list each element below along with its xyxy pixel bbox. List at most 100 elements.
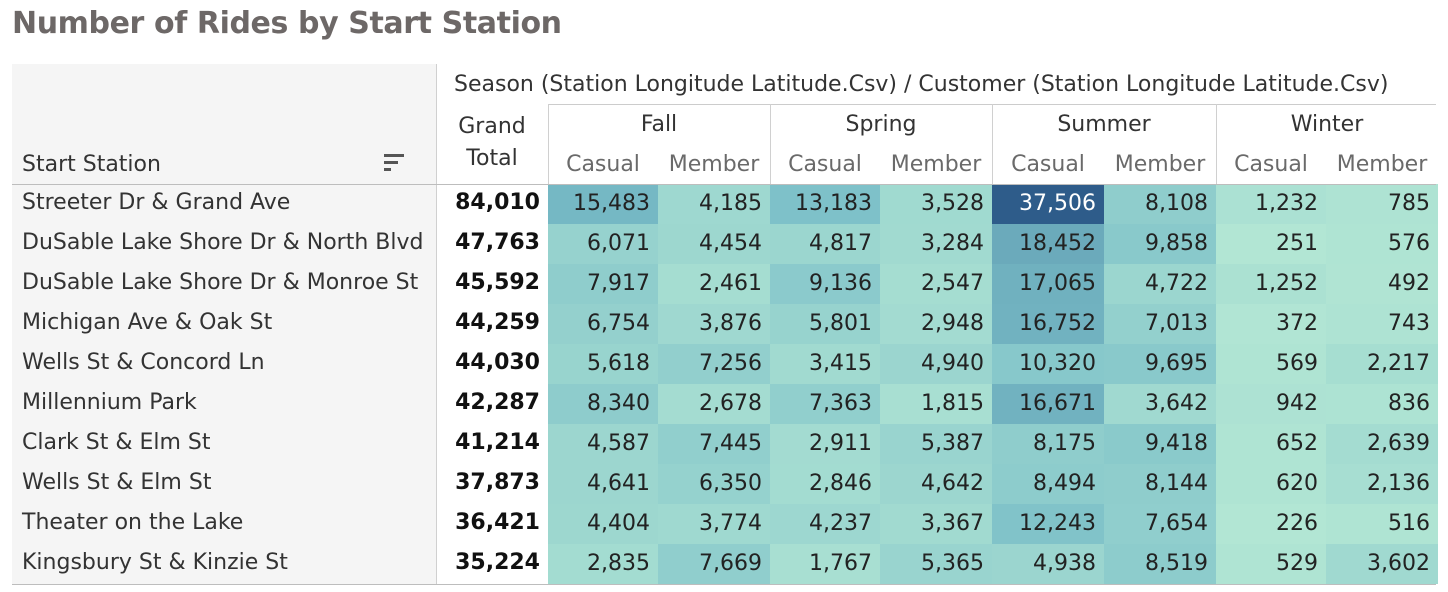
heatmap-cell[interactable]: 9,695 xyxy=(1104,344,1216,384)
heatmap-cell[interactable]: 8,144 xyxy=(1104,464,1216,504)
heatmap-cell[interactable]: 4,587 xyxy=(548,424,658,464)
heatmap-cell[interactable]: 16,671 xyxy=(992,384,1104,424)
heatmap-cell[interactable]: 516 xyxy=(1326,504,1438,544)
heatmap-cell[interactable]: 9,136 xyxy=(770,264,880,304)
heatmap-cell[interactable]: 226 xyxy=(1216,504,1326,544)
heatmap-cell[interactable]: 251 xyxy=(1216,224,1326,264)
heatmap-cell[interactable]: 8,340 xyxy=(548,384,658,424)
heatmap-cell[interactable]: 13,183 xyxy=(770,184,880,224)
grand-total-value: 44,259 xyxy=(455,310,540,335)
heatmap-cell[interactable]: 7,013 xyxy=(1104,304,1216,344)
heatmap-cell[interactable]: 569 xyxy=(1216,344,1326,384)
heatmap-cell[interactable]: 2,461 xyxy=(658,264,770,304)
heatmap-cell[interactable]: 37,506 xyxy=(992,184,1104,224)
heatmap-cell[interactable]: 5,801 xyxy=(770,304,880,344)
heatmap-cell[interactable]: 5,387 xyxy=(880,424,992,464)
heatmap-cell[interactable]: 9,858 xyxy=(1104,224,1216,264)
heatmap-cell[interactable]: 4,404 xyxy=(548,504,658,544)
heatmap-cell[interactable]: 10,320 xyxy=(992,344,1104,384)
heatmap-cell[interactable]: 8,519 xyxy=(1104,544,1216,584)
heatmap-cell[interactable]: 3,284 xyxy=(880,224,992,264)
heatmap-cell[interactable]: 3,415 xyxy=(770,344,880,384)
heatmap-cell[interactable]: 18,452 xyxy=(992,224,1104,264)
station-label[interactable]: Wells St & Concord Ln xyxy=(22,350,265,375)
heatmap-cell[interactable]: 4,185 xyxy=(658,184,770,224)
heatmap-cell[interactable]: 4,938 xyxy=(992,544,1104,584)
station-label[interactable]: Streeter Dr & Grand Ave xyxy=(22,190,291,215)
station-label[interactable]: Clark St & Elm St xyxy=(22,430,211,455)
heatmap-cell[interactable]: 836 xyxy=(1326,384,1438,424)
heatmap-cell[interactable]: 16,752 xyxy=(992,304,1104,344)
heatmap-cell[interactable]: 1,232 xyxy=(1216,184,1326,224)
sort-icon[interactable] xyxy=(384,154,404,172)
station-label[interactable]: Theater on the Lake xyxy=(22,510,244,535)
heatmap-cell[interactable]: 7,654 xyxy=(1104,504,1216,544)
heatmap-cell[interactable]: 2,846 xyxy=(770,464,880,504)
heatmap-cell[interactable]: 2,948 xyxy=(880,304,992,344)
heatmap-cell[interactable]: 7,669 xyxy=(658,544,770,584)
heatmap-cell[interactable]: 6,350 xyxy=(658,464,770,504)
heatmap-cell[interactable]: 8,494 xyxy=(992,464,1104,504)
heatmap-cell[interactable]: 2,911 xyxy=(770,424,880,464)
heatmap-cell[interactable]: 529 xyxy=(1216,544,1326,584)
heatmap-cell[interactable]: 652 xyxy=(1216,424,1326,464)
heatmap-cell[interactable]: 2,835 xyxy=(548,544,658,584)
heatmap-cell[interactable]: 6,754 xyxy=(548,304,658,344)
heatmap-cell[interactable]: 372 xyxy=(1216,304,1326,344)
station-label[interactable]: DuSable Lake Shore Dr & North Blvd xyxy=(22,230,424,255)
heatmap-cell[interactable]: 9,418 xyxy=(1104,424,1216,464)
station-label[interactable]: DuSable Lake Shore Dr & Monroe St xyxy=(22,270,419,295)
heatmap-cell[interactable]: 576 xyxy=(1326,224,1438,264)
heatmap-cell[interactable]: 3,367 xyxy=(880,504,992,544)
heatmap-cell[interactable]: 5,618 xyxy=(548,344,658,384)
heatmap-cell[interactable]: 12,243 xyxy=(992,504,1104,544)
grand-total-header-line1: Grand xyxy=(458,114,526,139)
heatmap-cell[interactable]: 6,071 xyxy=(548,224,658,264)
heatmap-cell[interactable]: 4,722 xyxy=(1104,264,1216,304)
heatmap-cell[interactable]: 8,108 xyxy=(1104,184,1216,224)
customer-header-casual: Casual xyxy=(1011,152,1085,177)
heatmap-cell[interactable]: 4,642 xyxy=(880,464,992,504)
heatmap-cell[interactable]: 743 xyxy=(1326,304,1438,344)
heatmap-cell[interactable]: 1,767 xyxy=(770,544,880,584)
start-station-header[interactable]: Start Station xyxy=(22,152,161,177)
heatmap-cell[interactable]: 492 xyxy=(1326,264,1438,304)
heatmap-cell[interactable]: 785 xyxy=(1326,184,1438,224)
heatmap-cell[interactable]: 7,256 xyxy=(658,344,770,384)
heatmap-cell[interactable]: 1,252 xyxy=(1216,264,1326,304)
heatmap-cell[interactable]: 2,547 xyxy=(880,264,992,304)
heatmap-cell[interactable]: 7,363 xyxy=(770,384,880,424)
heatmap-cell[interactable]: 15,483 xyxy=(548,184,658,224)
heatmap-cell[interactable]: 7,445 xyxy=(658,424,770,464)
heatmap-cell[interactable]: 1,815 xyxy=(880,384,992,424)
heatmap-cell[interactable]: 5,365 xyxy=(880,544,992,584)
station-label[interactable]: Kingsbury St & Kinzie St xyxy=(22,550,288,575)
station-label[interactable]: Michigan Ave & Oak St xyxy=(22,310,273,335)
heatmap-cell[interactable]: 3,528 xyxy=(880,184,992,224)
heatmap-cell[interactable]: 3,642 xyxy=(1104,384,1216,424)
heatmap-cell[interactable]: 8,175 xyxy=(992,424,1104,464)
heatmap-cell[interactable]: 7,917 xyxy=(548,264,658,304)
heatmap-cell[interactable]: 942 xyxy=(1216,384,1326,424)
customer-header-casual: Casual xyxy=(1234,152,1308,177)
heatmap-cell[interactable]: 2,136 xyxy=(1326,464,1438,504)
row-header-panel xyxy=(12,64,436,584)
customer-header-member: Member xyxy=(1114,152,1206,177)
heatmap-cell[interactable]: 4,454 xyxy=(658,224,770,264)
grand-total-value: 84,010 xyxy=(455,190,540,215)
station-label[interactable]: Wells St & Elm St xyxy=(22,470,212,495)
heatmap-cell[interactable]: 3,774 xyxy=(658,504,770,544)
heatmap-cell[interactable]: 4,641 xyxy=(548,464,658,504)
station-label[interactable]: Millennium Park xyxy=(22,390,197,415)
heatmap-cell[interactable]: 4,817 xyxy=(770,224,880,264)
heatmap-cell[interactable]: 2,678 xyxy=(658,384,770,424)
heatmap-cell[interactable]: 3,602 xyxy=(1326,544,1438,584)
season-divider xyxy=(1216,104,1217,184)
heatmap-cell[interactable]: 620 xyxy=(1216,464,1326,504)
heatmap-cell[interactable]: 4,940 xyxy=(880,344,992,384)
heatmap-cell[interactable]: 3,876 xyxy=(658,304,770,344)
heatmap-cell[interactable]: 2,639 xyxy=(1326,424,1438,464)
heatmap-cell[interactable]: 17,065 xyxy=(992,264,1104,304)
heatmap-cell[interactable]: 2,217 xyxy=(1326,344,1438,384)
heatmap-cell[interactable]: 4,237 xyxy=(770,504,880,544)
